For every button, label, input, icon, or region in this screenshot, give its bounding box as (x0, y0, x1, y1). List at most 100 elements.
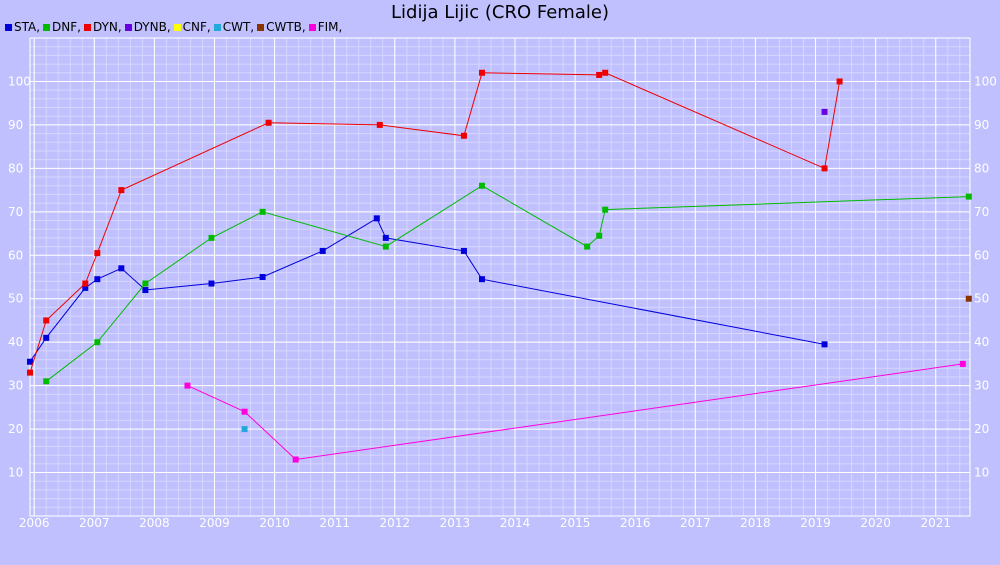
data-point-dnf (259, 208, 266, 215)
data-point-dnf (478, 182, 485, 189)
y-tick-label-right: 10 (974, 466, 989, 480)
legend-item-sta: STA, (5, 20, 40, 34)
data-point-dyn (821, 165, 828, 172)
plot-background (30, 38, 970, 516)
y-tick-label-right: 20 (974, 422, 989, 436)
data-point-dyn (596, 71, 603, 78)
data-point-dyn (82, 280, 89, 287)
legend-swatch (5, 23, 12, 31)
x-tick-label: 2016 (620, 516, 651, 530)
legend-swatch (83, 23, 91, 31)
x-tick-label: 2014 (500, 516, 531, 530)
data-point-dyn (460, 132, 467, 139)
y-tick-label-right: 60 (974, 248, 989, 262)
data-point-sta (27, 358, 33, 365)
x-tick-label: 2006 (19, 516, 50, 530)
y-tick-label-right: 30 (974, 379, 989, 393)
data-point-fim (292, 456, 299, 463)
series-cwt (241, 426, 248, 433)
x-tick-label: 2013 (440, 516, 471, 530)
data-point-dnf (208, 234, 215, 241)
x-tick-label: 2021 (920, 516, 951, 530)
y-tick-label-right: 90 (974, 118, 989, 132)
y-tick-label-right: 50 (974, 292, 989, 306)
legend-label: CWTB, (266, 20, 306, 34)
legend-item-cwtb: CWTB, (257, 20, 306, 34)
data-point-dyn (376, 121, 383, 128)
data-point-dnf (965, 193, 972, 200)
data-point-dyn (43, 317, 50, 324)
data-point-dnf (602, 206, 609, 213)
data-point-cwtb (965, 295, 972, 302)
legend-swatch (308, 23, 316, 31)
data-point-dyn (836, 78, 843, 85)
y-tick-label-right: 40 (974, 335, 989, 349)
data-point-dyn (265, 119, 272, 126)
y-tick-label-left: 30 (8, 379, 23, 393)
data-point-sta (319, 247, 326, 254)
legend-label: DNF, (52, 20, 81, 34)
data-point-dnf (584, 243, 591, 250)
x-tick-label: 2011 (319, 516, 350, 530)
legend-swatch (124, 23, 132, 31)
y-tick-label-right: 80 (974, 161, 989, 175)
legend-label: CWT, (222, 20, 255, 34)
data-point-dnf (142, 280, 149, 287)
data-point-dyn (27, 369, 33, 376)
data-point-fim (959, 360, 966, 367)
legend-label: DYNB, (133, 20, 171, 34)
y-tick-label-left: 100 (8, 74, 31, 88)
series-cwtb (965, 295, 972, 302)
y-tick-label-left: 10 (8, 466, 23, 480)
legend-item-fim: FIM, (308, 20, 343, 34)
series-dyn (27, 69, 843, 376)
data-point-dyn (602, 69, 609, 76)
legend-swatch (43, 23, 51, 31)
x-tick-label: 2015 (560, 516, 591, 530)
data-point-dnf (43, 378, 50, 385)
data-point-sta (43, 334, 50, 341)
legend-label: DYN, (92, 20, 122, 34)
data-point-sta (478, 276, 485, 283)
y-tick-label-left: 50 (8, 292, 23, 306)
y-tick-label-right: 100 (974, 74, 997, 88)
data-point-sta (208, 280, 215, 287)
series-line-fim (187, 363, 963, 461)
x-tick-label: 2012 (380, 516, 411, 530)
x-tick-label: 2007 (79, 516, 110, 530)
legend-label: FIM, (317, 20, 343, 34)
y-tick-label-left: 90 (8, 118, 23, 132)
x-tick-label: 2010 (259, 516, 290, 530)
legend-item-dyn: DYN, (83, 20, 122, 34)
data-point-sta (821, 341, 828, 348)
x-tick-label: 2008 (139, 516, 170, 530)
y-tick-label-left: 60 (8, 248, 23, 262)
y-tick-label-left: 40 (8, 335, 23, 349)
legend-item-dynb: DYNB, (124, 20, 171, 34)
x-tick-label: 2018 (740, 516, 771, 530)
y-tick-label-left: 80 (8, 161, 23, 175)
y-tick-label-left: 20 (8, 422, 23, 436)
x-tick-label: 2019 (800, 516, 831, 530)
data-point-dnf (94, 339, 101, 346)
x-tick-label: 2020 (860, 516, 891, 530)
data-point-dnf (382, 243, 389, 250)
data-point-dnf (596, 232, 603, 239)
legend-item-dnf: DNF, (43, 20, 81, 34)
legend-label: CNF, (182, 20, 211, 34)
series-dynb (821, 108, 828, 115)
data-point-dyn (478, 69, 485, 76)
x-tick-label: 2017 (680, 516, 711, 530)
data-point-sta (382, 234, 389, 241)
data-point-dynb (821, 108, 828, 115)
data-point-cwt (241, 426, 248, 433)
data-point-dyn (94, 250, 101, 257)
data-point-sta (373, 215, 380, 222)
data-point-sta (142, 287, 149, 294)
series-fim (184, 360, 966, 463)
series-dnf (43, 182, 972, 385)
legend-swatch (257, 23, 265, 31)
